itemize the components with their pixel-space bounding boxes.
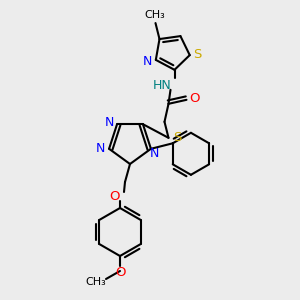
- Text: N: N: [150, 147, 160, 160]
- Text: CH₃: CH₃: [144, 10, 165, 20]
- Text: O: O: [189, 92, 200, 105]
- Text: O: O: [110, 190, 120, 202]
- Text: N: N: [143, 56, 152, 68]
- Text: HN: HN: [153, 79, 172, 92]
- Text: N: N: [104, 116, 114, 129]
- Text: S: S: [173, 131, 182, 144]
- Text: CH₃: CH₃: [85, 277, 106, 287]
- Text: O: O: [115, 266, 125, 280]
- Text: N: N: [95, 142, 105, 155]
- Text: S: S: [194, 48, 202, 61]
